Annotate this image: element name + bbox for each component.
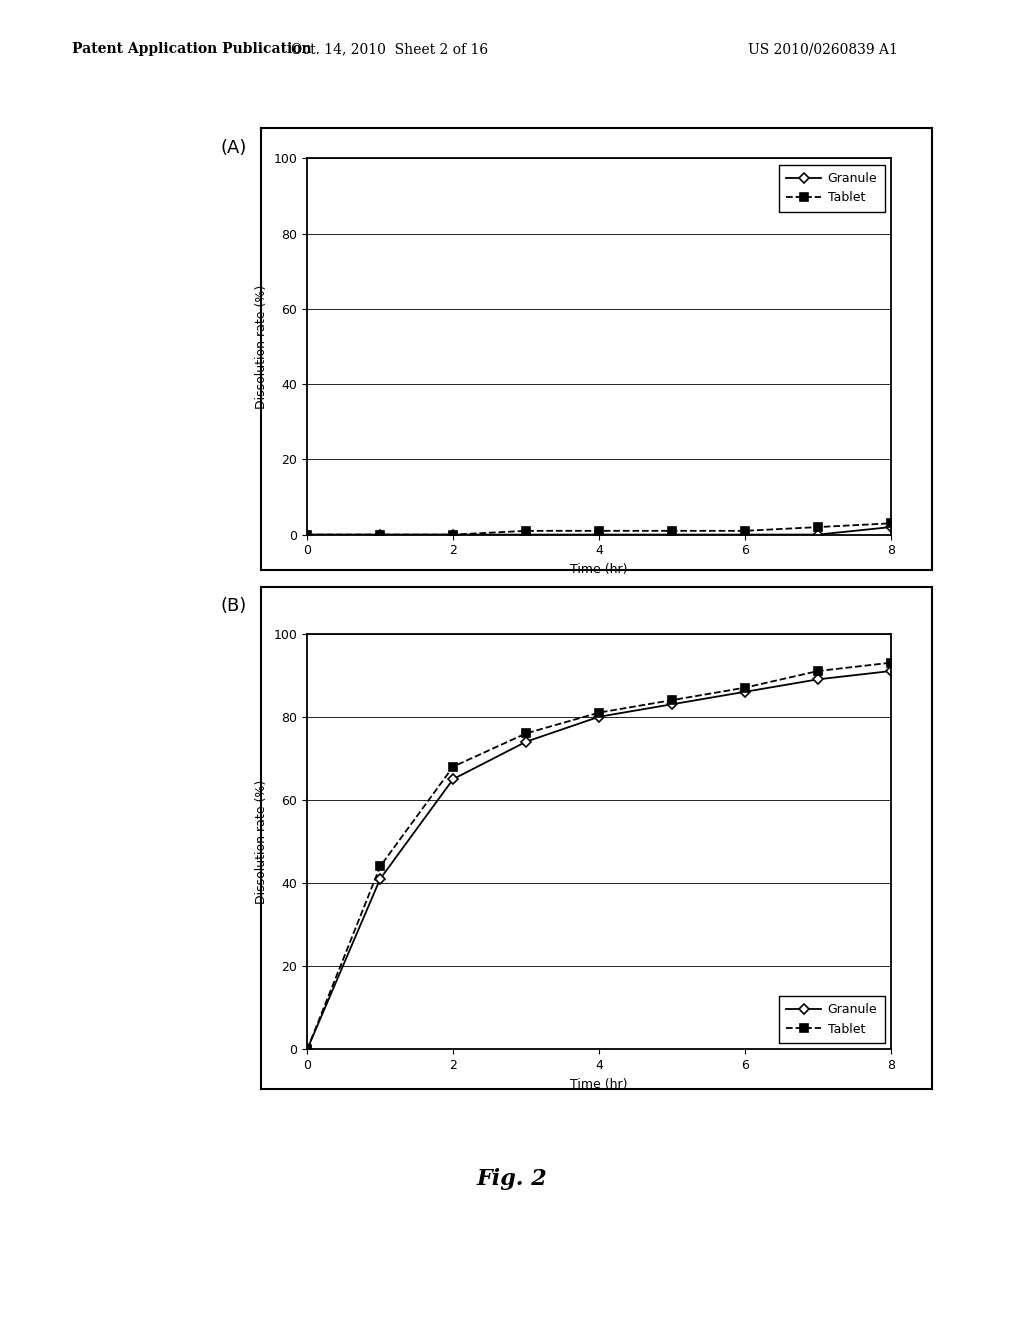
Tablet	[593, 523, 605, 539]
Granule	[812, 527, 824, 543]
Granule	[374, 527, 386, 543]
Tablet	[301, 527, 313, 543]
X-axis label: Time (hr): Time (hr)	[570, 562, 628, 576]
Tablet	[593, 705, 605, 721]
Granule	[593, 709, 605, 725]
Granule	[301, 1041, 313, 1057]
Granule	[520, 527, 532, 543]
Granule	[666, 527, 678, 543]
Y-axis label: Dissolution rate (%): Dissolution rate (%)	[255, 284, 268, 409]
Text: Fig. 2: Fig. 2	[476, 1168, 548, 1191]
Granule	[812, 672, 824, 688]
Text: Oct. 14, 2010  Sheet 2 of 16: Oct. 14, 2010 Sheet 2 of 16	[291, 42, 487, 57]
Tablet	[446, 527, 459, 543]
Tablet	[301, 1041, 313, 1057]
Granule	[738, 684, 751, 700]
Legend: Granule, Tablet: Granule, Tablet	[779, 165, 885, 213]
Line: Granule: Granule	[304, 668, 894, 1053]
Tablet	[738, 523, 751, 539]
Granule	[885, 519, 897, 535]
Tablet	[520, 726, 532, 742]
Tablet	[666, 523, 678, 539]
Line: Tablet: Tablet	[303, 519, 895, 539]
Tablet	[374, 527, 386, 543]
Tablet	[446, 759, 459, 775]
Text: (A): (A)	[220, 139, 247, 157]
Line: Tablet: Tablet	[303, 659, 895, 1053]
Legend: Granule, Tablet: Granule, Tablet	[779, 995, 885, 1043]
Text: Patent Application Publication: Patent Application Publication	[72, 42, 311, 57]
Granule	[666, 697, 678, 713]
Granule	[374, 871, 386, 887]
Granule	[520, 734, 532, 750]
Granule	[301, 527, 313, 543]
Tablet	[812, 519, 824, 535]
Granule	[446, 771, 459, 787]
X-axis label: Time (hr): Time (hr)	[570, 1077, 628, 1090]
Granule	[885, 663, 897, 678]
Text: (B): (B)	[220, 597, 247, 615]
Tablet	[812, 663, 824, 678]
Granule	[593, 527, 605, 543]
Tablet	[666, 692, 678, 708]
Tablet	[520, 523, 532, 539]
Text: US 2010/0260839 A1: US 2010/0260839 A1	[748, 42, 897, 57]
Tablet	[738, 680, 751, 696]
Granule	[446, 527, 459, 543]
Y-axis label: Dissolution rate (%): Dissolution rate (%)	[255, 779, 268, 904]
Tablet	[885, 515, 897, 531]
Line: Granule: Granule	[304, 524, 894, 539]
Tablet	[374, 858, 386, 874]
Tablet	[885, 655, 897, 671]
Granule	[738, 527, 751, 543]
